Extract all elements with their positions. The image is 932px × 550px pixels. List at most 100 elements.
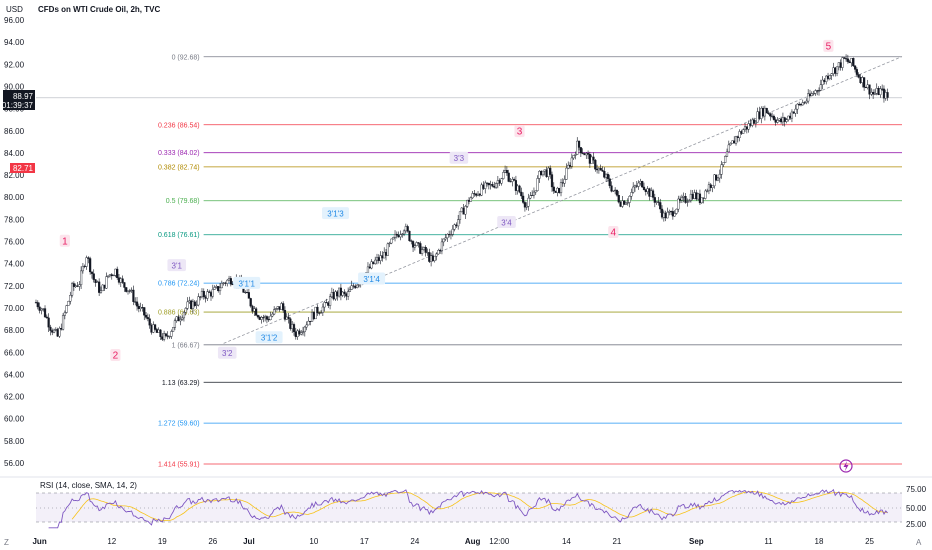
wave-label[interactable]: 3'1'1	[233, 276, 261, 289]
candle	[646, 186, 649, 195]
candle	[688, 199, 691, 203]
x-tick-label: Aug	[465, 537, 481, 546]
candle	[108, 274, 112, 278]
svg-text:3'1'3: 3'1'3	[327, 210, 344, 219]
candle	[572, 154, 575, 161]
candle	[697, 192, 700, 201]
x-tick-label: Sep	[689, 537, 704, 546]
candle	[420, 246, 424, 256]
candle	[76, 282, 79, 288]
candle	[146, 313, 149, 322]
candle	[485, 182, 489, 187]
candle	[166, 331, 169, 340]
svg-text:3'1: 3'1	[172, 262, 183, 271]
candle	[350, 280, 353, 291]
candle	[881, 84, 884, 91]
candle	[509, 177, 512, 183]
wave-label[interactable]: 1	[59, 234, 70, 248]
candle	[440, 238, 444, 255]
candle	[327, 301, 330, 309]
wave-label[interactable]: 3'1'2	[255, 331, 283, 344]
candle	[132, 285, 135, 306]
candle	[516, 184, 519, 195]
wave-label[interactable]: 3'3	[449, 151, 469, 164]
x-tick-label: 12	[107, 537, 116, 546]
timezone-icon[interactable]: Z	[4, 538, 9, 547]
x-tick-label: 12:00	[489, 537, 510, 546]
candle	[458, 211, 462, 224]
wave-label[interactable]: 3'4	[497, 216, 516, 229]
candle	[715, 174, 718, 182]
svg-text:3'1'4: 3'1'4	[363, 275, 380, 284]
candle	[637, 180, 640, 190]
candle	[172, 327, 175, 332]
wave-label[interactable]: 4	[608, 226, 619, 239]
candle	[608, 174, 611, 189]
candle	[415, 241, 418, 247]
candle	[125, 287, 128, 293]
y-tick-label: 64.00	[4, 370, 25, 379]
candle	[300, 329, 303, 336]
candle	[72, 281, 75, 291]
candle	[534, 190, 537, 195]
candle	[157, 327, 160, 333]
candle	[520, 187, 523, 200]
candle	[303, 325, 306, 337]
wave-label[interactable]: 3	[514, 125, 525, 138]
candle	[695, 189, 698, 201]
wave-label[interactable]: 3'1	[167, 259, 187, 272]
price-tag-countdown: 01:39:37	[2, 101, 34, 110]
candle	[143, 307, 146, 321]
candle	[673, 210, 676, 217]
auto-scale-icon[interactable]: A	[916, 538, 922, 547]
candle	[823, 78, 826, 85]
candle	[756, 107, 759, 123]
candle	[617, 191, 620, 204]
trend-line	[223, 56, 903, 344]
candle	[229, 275, 232, 287]
candle	[374, 256, 377, 265]
svg-text:3'1'1: 3'1'1	[239, 279, 256, 288]
candle	[841, 56, 844, 71]
lightning-icon[interactable]	[839, 459, 853, 473]
wave-label[interactable]: 3'2	[217, 346, 237, 359]
time-axis: Jun 12 19 26 Jul 10 17 24 Aug 12:00 14 21 Sep 11 18 25	[32, 537, 874, 546]
candle	[408, 230, 411, 242]
candle	[671, 207, 674, 220]
wave-label[interactable]: 5	[823, 39, 834, 53]
candle	[870, 88, 873, 97]
candle	[525, 202, 528, 211]
candle	[381, 251, 384, 262]
candle	[563, 175, 566, 187]
candle	[80, 266, 83, 290]
candle	[740, 129, 743, 136]
candle	[558, 187, 561, 194]
rsi-line	[48, 488, 888, 529]
candle	[406, 224, 409, 233]
x-tick-label: Jun	[32, 537, 46, 546]
candle	[807, 89, 810, 104]
wave-label[interactable]: 3'1'3	[321, 207, 349, 220]
candle	[657, 196, 660, 206]
candle	[496, 175, 499, 189]
candle	[218, 283, 222, 295]
candle	[844, 54, 848, 62]
fib-level-label: 1 (66.67)	[172, 342, 200, 349]
fib-level-label: 1.414 (55.91)	[158, 461, 200, 468]
wave-label[interactable]: 3'1'4	[358, 272, 386, 285]
x-tick-label: 10	[309, 537, 318, 546]
candle	[204, 294, 207, 303]
candle	[538, 170, 541, 183]
candle	[366, 262, 370, 275]
candle	[384, 249, 388, 261]
candle	[352, 283, 355, 288]
candle	[424, 245, 427, 257]
candle	[722, 162, 725, 168]
candle	[87, 256, 90, 264]
wave-label[interactable]: 2	[110, 348, 121, 362]
candle	[828, 74, 831, 81]
candle	[592, 152, 595, 164]
candle	[179, 315, 182, 326]
candle	[660, 205, 664, 220]
